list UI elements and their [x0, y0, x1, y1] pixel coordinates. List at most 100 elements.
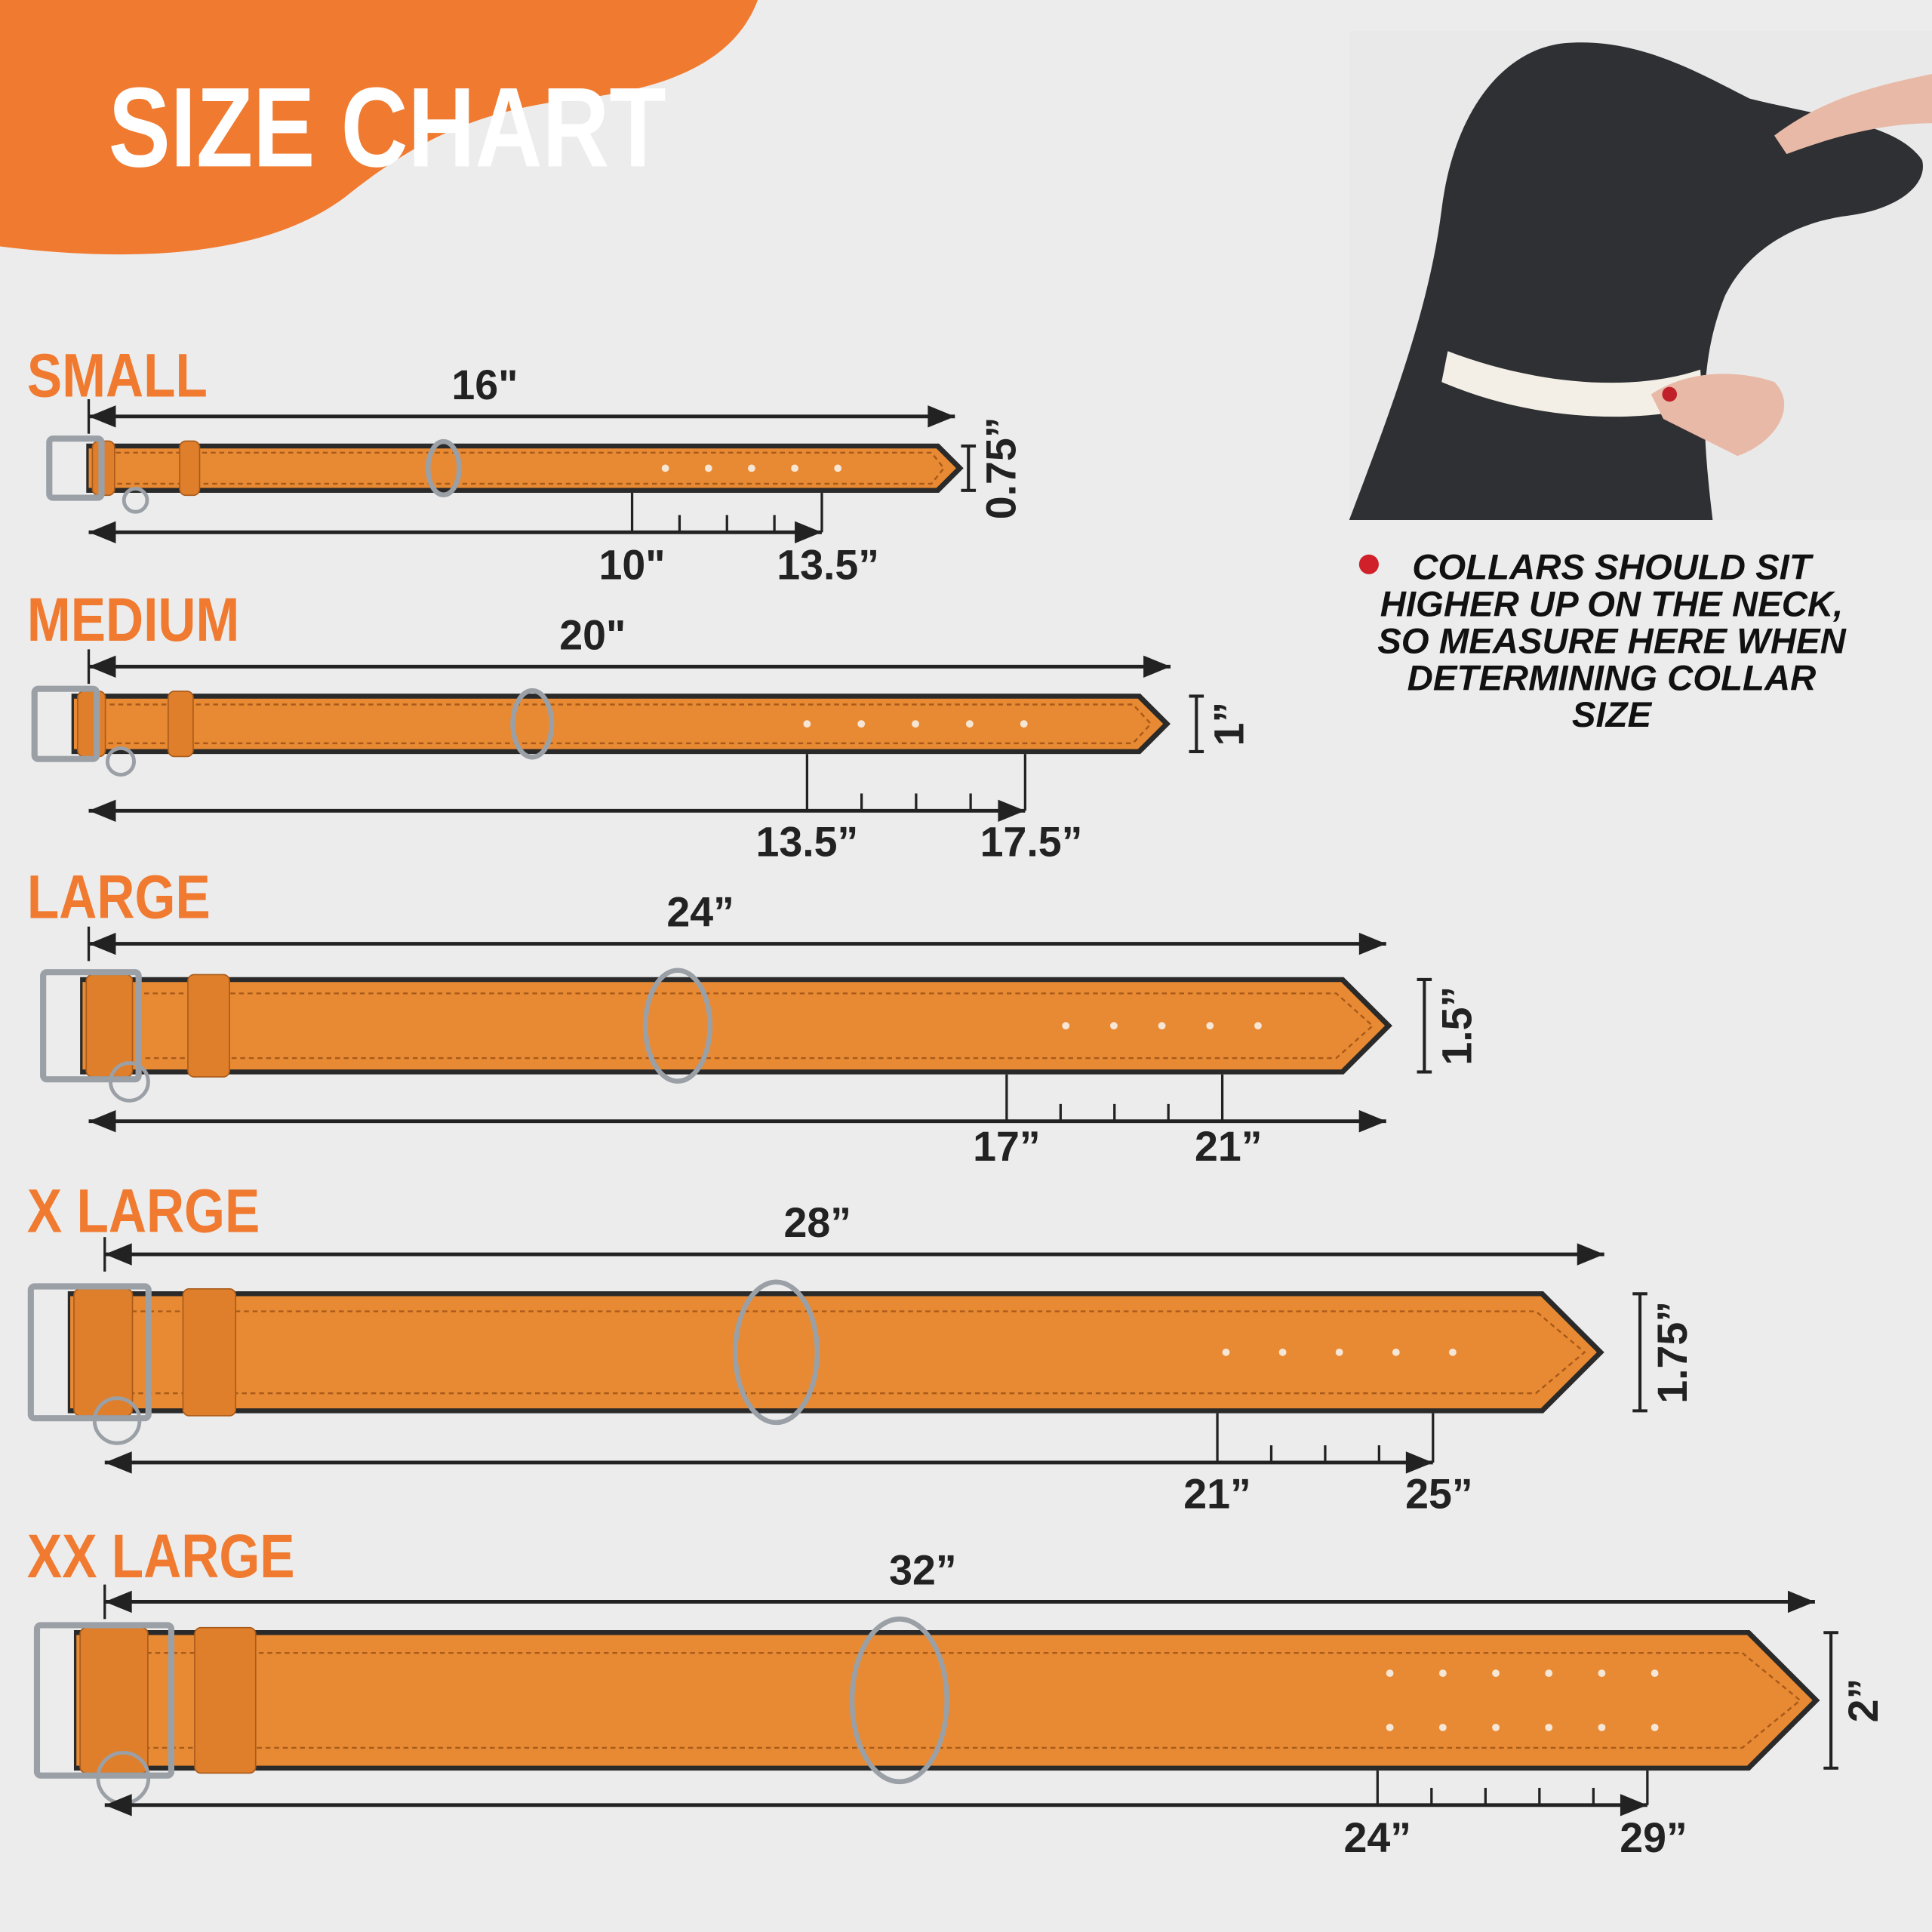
d-ring [849, 1617, 949, 1785]
keeper [182, 1287, 237, 1417]
d-ring [733, 1279, 820, 1426]
hole [966, 720, 974, 728]
buckle [33, 1622, 175, 1779]
collar [88, 448, 956, 488]
stitching [92, 992, 1374, 1060]
arrow-head [88, 1110, 116, 1133]
hole [1062, 1022, 1070, 1030]
hole [1254, 1022, 1262, 1030]
hole [1110, 1022, 1118, 1030]
arrow-head [1620, 1794, 1647, 1817]
max-label: 17.5” [980, 819, 1083, 866]
max-label: 25” [1405, 1470, 1472, 1517]
size-name: XX LARGE [27, 1522, 295, 1592]
sizes: SMALL 16" 0.75” 10" 13.5” MEDIUM 20" 1” 13.5” 17.… [27, 341, 1887, 1860]
arrow-head [928, 405, 955, 428]
width-label: 1.75” [1649, 1301, 1696, 1404]
width-bracket [1823, 1631, 1838, 1770]
hole [1278, 1348, 1287, 1356]
size-row: XX LARGE 32” 2” 24” 29” [27, 1522, 1887, 1861]
hole [1222, 1348, 1230, 1356]
d-ring-small [92, 1396, 142, 1445]
hole [1449, 1348, 1457, 1356]
length-label: 28” [784, 1199, 851, 1246]
buckle [31, 685, 100, 762]
stitching [84, 703, 1152, 745]
width-bracket [1632, 1292, 1647, 1413]
arrow-head [1405, 1451, 1433, 1474]
width-bracket [1189, 694, 1204, 753]
collar [70, 1296, 1597, 1409]
d-ring [510, 688, 555, 760]
collar [73, 698, 1164, 749]
keeper [168, 691, 194, 758]
arrow-head [1143, 655, 1171, 678]
hole [857, 720, 866, 728]
arrow-head [795, 521, 822, 543]
arrow-head [1577, 1243, 1604, 1266]
note-line: SO MEASURE HERE WHEN [1377, 621, 1846, 661]
hole [1651, 1669, 1659, 1678]
hole [803, 720, 811, 728]
keeper [79, 1626, 149, 1774]
width-label: 2” [1840, 1678, 1887, 1723]
note-line: COLLARS SHOULD SIT [1412, 547, 1814, 587]
hole [1158, 1022, 1166, 1030]
d-ring-small [122, 487, 149, 514]
hole [661, 464, 669, 472]
hole [704, 464, 712, 472]
arrow-head [104, 1243, 132, 1266]
title-blob [0, 0, 758, 255]
hole [1492, 1724, 1500, 1731]
arrow-head [88, 655, 116, 678]
note-line: DETERMINING COLLAR [1407, 658, 1817, 698]
length-label: 20" [559, 611, 626, 658]
min-label: 17” [973, 1123, 1040, 1170]
buckle [27, 1283, 152, 1422]
keeper [187, 974, 230, 1078]
min-label: 24” [1344, 1814, 1411, 1861]
arrow-head [88, 405, 116, 428]
arrow-head [88, 799, 116, 822]
note-line: SIZE [1572, 695, 1653, 735]
d-ring [425, 438, 462, 497]
arrow-head [88, 932, 116, 955]
hole [1438, 1669, 1447, 1678]
hole [834, 464, 842, 472]
length-label: 32” [889, 1547, 956, 1594]
size-name: SMALL [27, 341, 208, 411]
hole [1545, 1724, 1553, 1731]
buckle [40, 969, 142, 1083]
d-ring-small [109, 1061, 150, 1103]
size-name: MEDIUM [27, 586, 239, 655]
arrow-head [1787, 1590, 1815, 1614]
stitching [80, 1310, 1586, 1395]
size-row: X LARGE 28” 1.75” 21” 25” [27, 1177, 1696, 1517]
arrow-head [998, 799, 1026, 822]
hole [791, 464, 798, 472]
size-row: LARGE 24” 1.5” 17” 21” [27, 863, 1480, 1170]
hole [1651, 1724, 1659, 1731]
hole [1492, 1669, 1500, 1678]
arrow-head [88, 521, 116, 543]
size-row: SMALL 16" 0.75” 10" 13.5” [27, 341, 1024, 588]
length-label: 24” [666, 889, 734, 936]
width-bracket [961, 444, 977, 492]
max-label: 29” [1620, 1814, 1687, 1861]
max-label: 21” [1195, 1123, 1262, 1170]
keeper [179, 440, 201, 497]
arrow-head [104, 1451, 132, 1474]
stitching [98, 451, 946, 485]
min-label: 10" [599, 541, 666, 588]
size-name: LARGE [27, 863, 211, 932]
arrow-head [1358, 1110, 1386, 1133]
hole [1545, 1669, 1553, 1678]
width-label: 1.5” [1433, 986, 1480, 1066]
note-bullet [1358, 554, 1379, 574]
d-ring-small [106, 746, 136, 777]
hole [1392, 1348, 1400, 1356]
collar [82, 982, 1386, 1070]
hole [1206, 1022, 1214, 1030]
